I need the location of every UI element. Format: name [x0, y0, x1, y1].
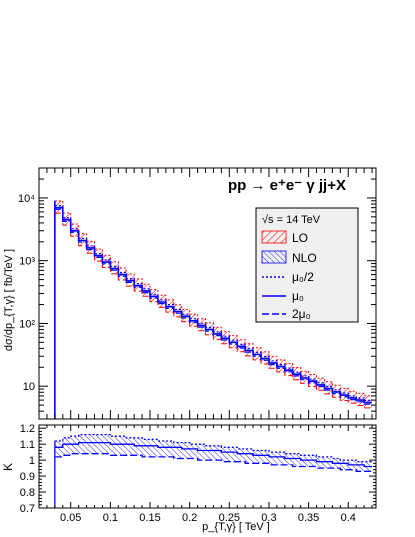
x-tick-label: 0.2 — [182, 512, 197, 524]
legend: √s = 14 TeV LO NLO μ₀/2 μ₀ 2μ₀ — [255, 207, 359, 323]
k-twice-line — [54, 453, 372, 472]
lower-y-tick-label: 0.9 — [20, 471, 35, 483]
upper-axes: 10 10² 10³ 10⁴ — [18, 167, 376, 420]
legend-label-half: μ₀/2 — [292, 270, 314, 284]
upper-y-tick-label: 10⁴ — [18, 193, 35, 205]
k-mu0-line — [54, 441, 372, 468]
x-tick-label: 0.35 — [298, 512, 319, 524]
k-factor-band — [54, 434, 373, 472]
upper-y-tick-label: 10 — [23, 381, 35, 393]
lower-y-tick-label: 1.1 — [20, 439, 35, 451]
lower-plot-area — [54, 433, 373, 508]
x-axis-label: p_{T,γ} [ TeV ] — [202, 521, 270, 533]
lower-y-tick-label: 0.7 — [20, 503, 35, 515]
upper-y-tick-label: 10² — [19, 318, 35, 330]
lower-y-label: K — [1, 463, 15, 471]
process-title: pp → e⁺e⁻ γ jj+X — [228, 177, 346, 194]
lo-band — [54, 200, 373, 408]
legend-header: √s = 14 TeV — [262, 214, 321, 226]
lower-y-tick-label: 0.8 — [20, 487, 35, 499]
legend-label-twice: 2μ₀ — [292, 307, 311, 321]
legend-swatch-lo — [261, 230, 287, 244]
x-tick-label: 0.25 — [219, 512, 240, 524]
legend-label-mu0: μ₀ — [292, 289, 304, 303]
x-tick-label: 0.05 — [60, 512, 81, 524]
x-tick-label: 0.1 — [103, 512, 118, 524]
lower-axes: 0.05 0.1 0.15 0.2 0.25 0.3 0.35 0.4 0.7 0.8 0.9 1 1.… — [20, 423, 376, 524]
upper-y-tick-label: 10³ — [19, 256, 35, 268]
lower-y-tick-label: 1 — [29, 455, 35, 467]
lower-y-tick-label: 1.2 — [20, 423, 35, 435]
legend-label-nlo: NLO — [292, 251, 317, 265]
legend-label-lo: LO — [292, 231, 308, 245]
upper-plot-area — [54, 200, 373, 419]
nlo-central-line — [54, 206, 372, 404]
upper-y-label: dσ/dp_{T,γ} [ fb/TeV ] — [3, 249, 15, 351]
legend-box — [255, 207, 359, 323]
k-half-line — [54, 433, 372, 463]
x-tick-label: 0.15 — [139, 512, 160, 524]
legend-swatch-nlo — [261, 250, 287, 264]
x-tick-label: 0.3 — [261, 512, 276, 524]
x-tick-label: 0.4 — [341, 512, 356, 524]
